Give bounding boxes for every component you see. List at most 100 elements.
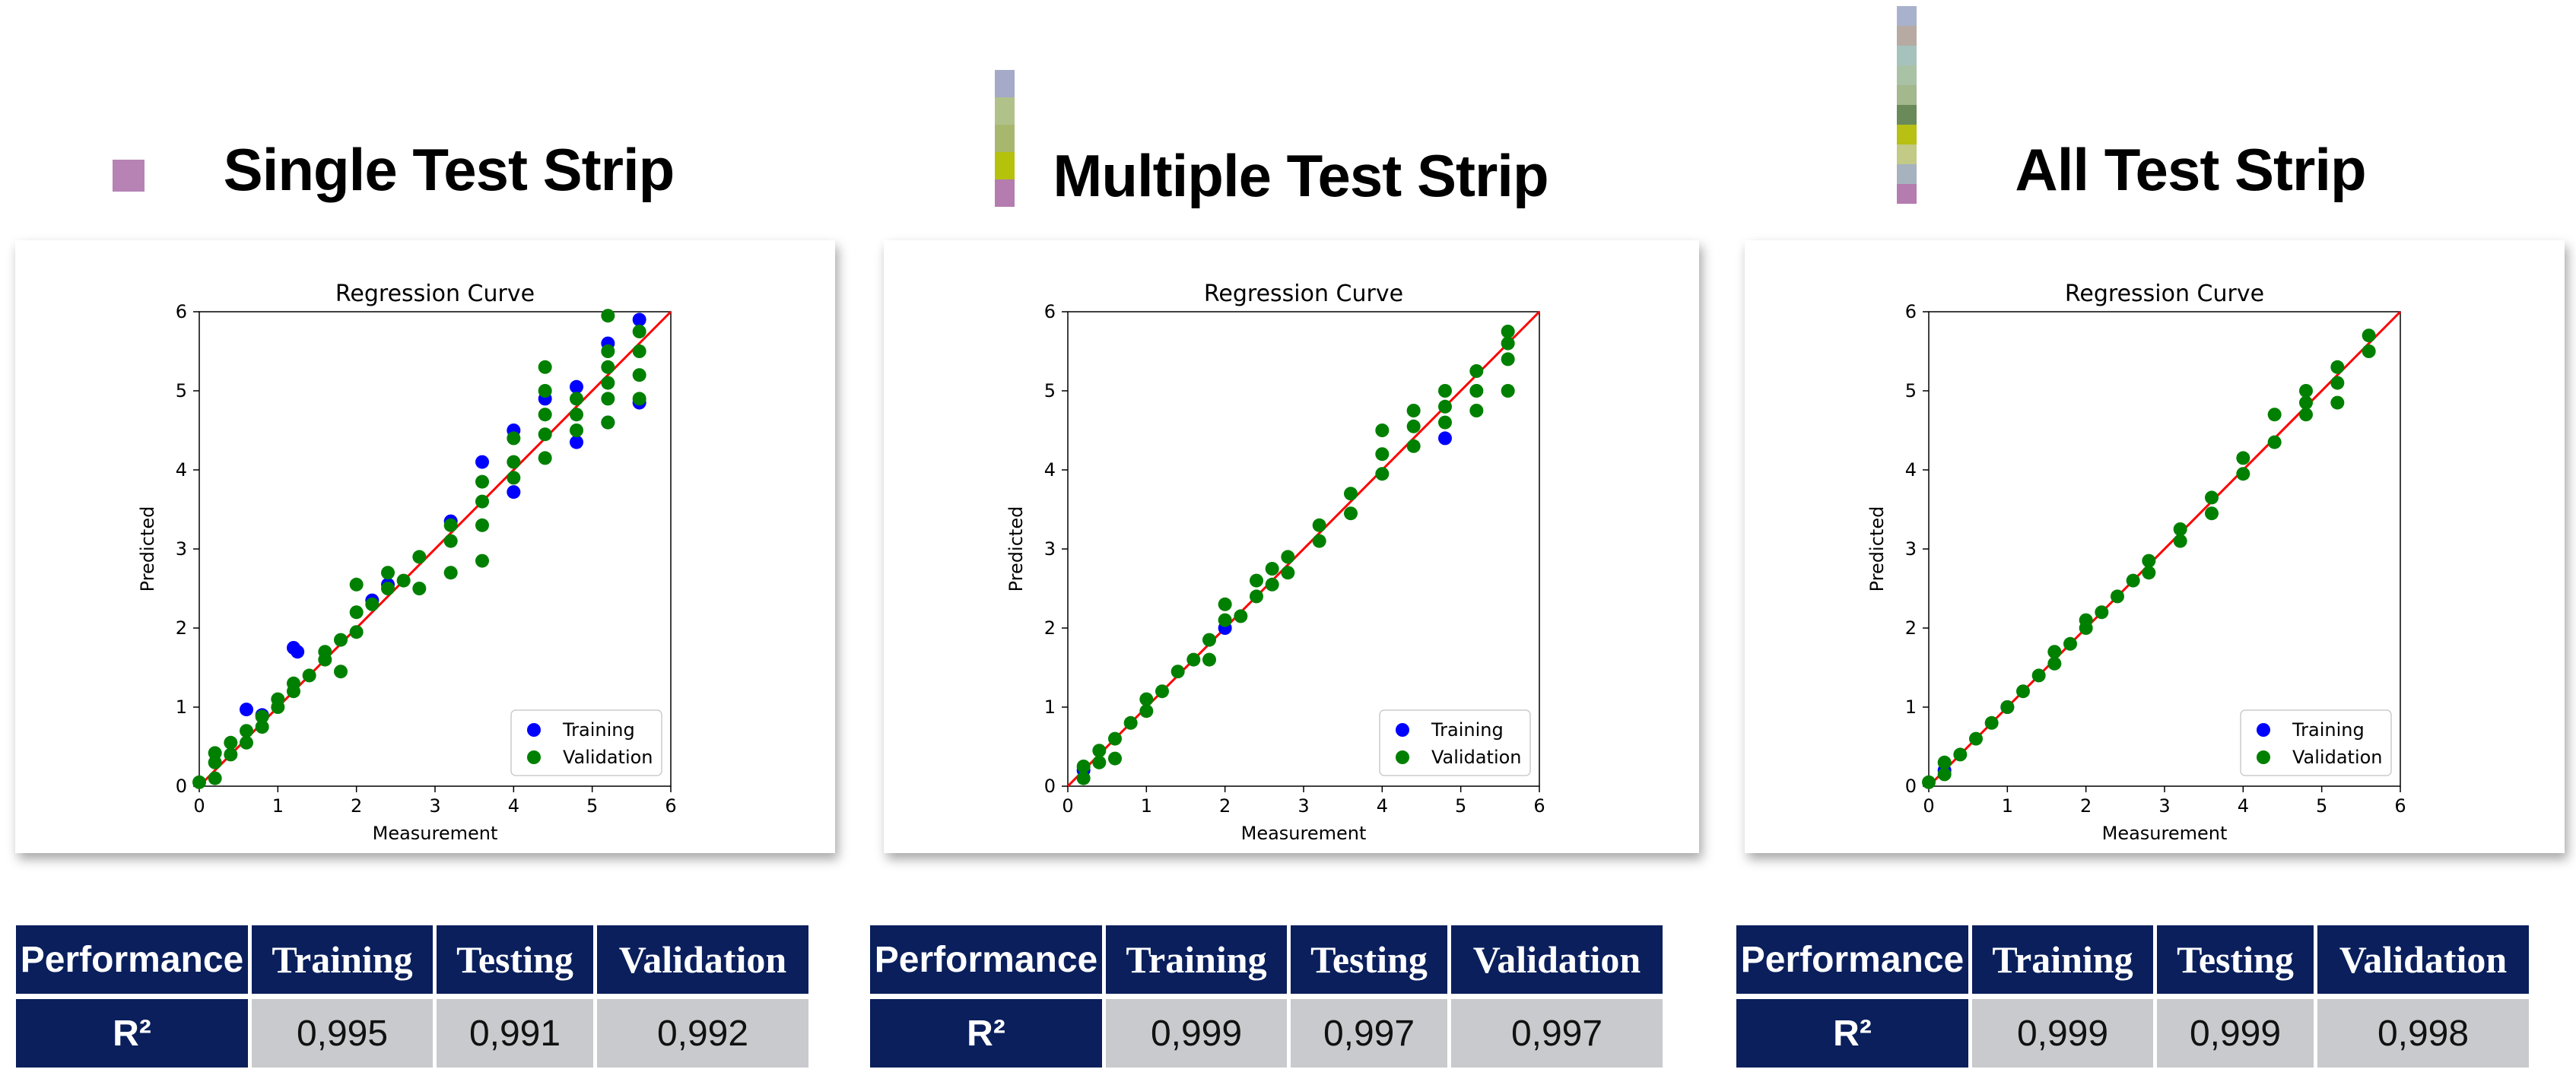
validation-point — [1123, 715, 1138, 730]
validation-point — [334, 665, 348, 679]
training-point — [507, 485, 521, 500]
validation-point — [1076, 760, 1091, 773]
legend-marker — [2257, 723, 2270, 737]
validation-point — [538, 408, 552, 422]
validation-point — [570, 408, 583, 422]
header-training: Training — [1106, 925, 1287, 994]
validation-point — [601, 392, 615, 406]
validation-point — [570, 392, 583, 406]
value-training: 0,999 — [1106, 999, 1287, 1068]
table-header-row: Performance Training Testing Validation — [870, 925, 1663, 994]
validation-point — [601, 376, 615, 390]
validation-point — [334, 633, 348, 647]
validation-point — [1202, 652, 1216, 667]
header-performance: Performance — [16, 925, 248, 994]
regression-chart-card: Regression Curve 0 1 2 3 4 5 6 0 1 2 3 4 5 6 Measuremen… — [1745, 240, 2565, 853]
validation-point — [224, 735, 238, 750]
panel-single: Single Test Strip Regression Curve 0 1 2 3 4 5… — [0, 0, 837, 1085]
training-point — [475, 455, 489, 469]
validation-point — [240, 735, 253, 750]
legend-marker — [2257, 750, 2270, 764]
validation-point — [1344, 487, 1358, 501]
value-validation: 0,998 — [2317, 999, 2529, 1068]
table-header-row: Performance Training Testing Validation — [16, 925, 808, 994]
legend-marker — [527, 723, 541, 737]
validation-point — [302, 668, 316, 683]
validation-point — [2016, 684, 2030, 699]
validation-point — [601, 360, 615, 374]
x-tick-label: 0 — [193, 795, 205, 817]
validation-point — [2079, 613, 2093, 627]
validation-point — [1469, 364, 1484, 378]
header-validation: Validation — [2317, 925, 2529, 994]
y-axis-label: Predicted — [1866, 506, 1888, 592]
validation-point — [1312, 534, 1326, 548]
validation-point — [632, 392, 646, 406]
validation-point — [475, 518, 489, 532]
header-testing: Testing — [1291, 925, 1447, 994]
validation-point — [601, 309, 615, 323]
validation-point — [2299, 395, 2313, 410]
validation-point — [1969, 731, 1983, 746]
legend-label: Training — [2292, 719, 2365, 741]
row-label-r2: R² — [1736, 999, 1968, 1068]
validation-point — [396, 573, 411, 588]
x-axis-label: Measurement — [1241, 823, 1367, 844]
color-swatch — [1897, 184, 1917, 204]
legend-box — [510, 709, 662, 776]
validation-point — [2047, 645, 2062, 659]
header-testing: Testing — [2157, 925, 2314, 994]
validation-point — [443, 534, 458, 548]
validation-point — [1438, 399, 1452, 414]
legend-marker — [1396, 750, 1409, 764]
validation-point — [381, 566, 395, 580]
validation-point — [2299, 384, 2313, 398]
validation-point — [208, 746, 222, 760]
panel-title: Single Test Strip — [223, 136, 675, 203]
validation-point — [2142, 566, 2156, 580]
color-swatch — [1897, 144, 1917, 164]
y-axis-label: Predicted — [1005, 506, 1027, 592]
validation-point — [443, 518, 458, 532]
value-testing: 0,997 — [1291, 999, 1447, 1068]
training-point — [632, 312, 646, 327]
validation-point — [475, 554, 489, 568]
validation-point — [601, 415, 615, 430]
validation-point — [2362, 344, 2376, 358]
validation-point — [632, 325, 646, 338]
validation-point — [1501, 384, 1515, 398]
validation-point — [1250, 589, 1263, 604]
x-tick-label: 2 — [2080, 795, 2092, 817]
x-tick-label: 4 — [508, 795, 519, 817]
validation-point — [240, 724, 253, 738]
performance-table: Performance Training Testing Validation … — [1733, 920, 2533, 1073]
validation-point — [1501, 325, 1515, 338]
validation-point — [2173, 534, 2187, 548]
validation-point — [1218, 597, 1232, 611]
validation-point — [1469, 384, 1484, 398]
chart-title: Regression Curve — [2065, 281, 2264, 307]
value-validation: 0,997 — [1451, 999, 1663, 1068]
validation-point — [1406, 439, 1421, 453]
validation-point — [443, 566, 458, 580]
x-tick-label: 4 — [2238, 795, 2249, 817]
validation-point — [208, 755, 222, 769]
y-tick-label: 0 — [1905, 776, 1917, 797]
panel-title: All Test Strip — [2015, 136, 2366, 203]
validation-point — [1438, 415, 1452, 430]
y-tick-label: 4 — [176, 459, 187, 481]
validation-point — [1108, 751, 1122, 766]
y-tick-label: 5 — [176, 380, 187, 401]
y-axis-label: Predicted — [137, 506, 158, 592]
performance-table: Performance Training Testing Validation … — [12, 920, 812, 1073]
validation-point — [1937, 755, 1952, 769]
validation-point — [2236, 467, 2250, 481]
validation-point — [1438, 384, 1452, 398]
regression-chart: Regression Curve 0 1 2 3 4 5 6 0 1 2 3 4 5 6 Measuremen… — [137, 281, 677, 844]
y-tick-label: 5 — [1905, 380, 1917, 401]
value-testing: 0,999 — [2157, 999, 2314, 1068]
x-tick-label: 6 — [665, 795, 676, 817]
validation-point — [1937, 767, 1952, 782]
validation-point — [1984, 715, 1999, 730]
y-tick-label: 2 — [176, 617, 187, 639]
